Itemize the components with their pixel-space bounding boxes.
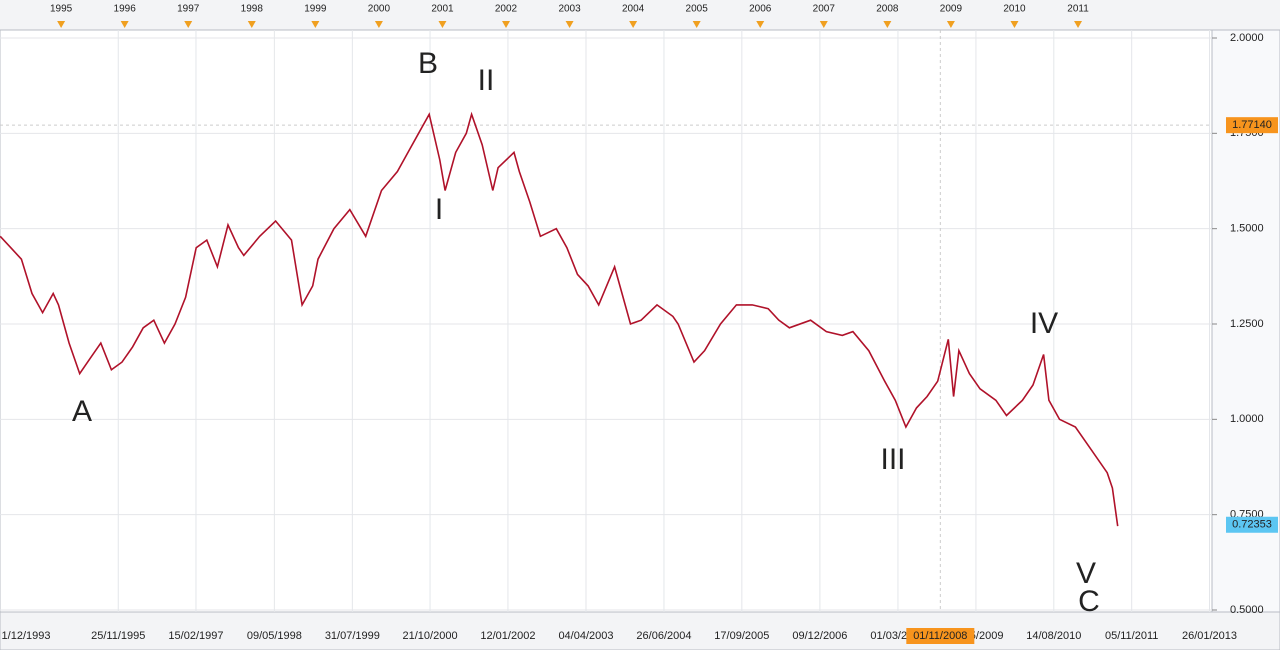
x-tick-label: 04/04/2003 (558, 630, 613, 642)
top-tick-label: 1998 (241, 4, 264, 15)
top-tick-marker (120, 21, 129, 28)
wave-label: B (418, 47, 438, 80)
top-tick-label: 2011 (1067, 4, 1089, 15)
x-tick-label: 14/08/2010 (1026, 630, 1081, 642)
price-marker-label: 0.72353 (1232, 519, 1272, 531)
wave-label: A (72, 395, 92, 428)
y-tick-label: 1.0000 (1230, 413, 1264, 425)
top-tick-marker (629, 21, 638, 28)
x-tick-label: 09/05/1998 (247, 630, 302, 642)
top-tick-marker (883, 21, 892, 28)
top-tick-marker (374, 21, 383, 28)
top-tick-marker (946, 21, 955, 28)
top-tick-marker (1074, 21, 1083, 28)
bottom-axis-strip (0, 611, 1280, 650)
wave-label: III (880, 443, 905, 476)
crosshair-date-box (906, 628, 975, 644)
wave-label: I (435, 193, 443, 226)
wave-label: IV (1030, 307, 1058, 340)
wave-label: C (1078, 585, 1100, 618)
top-tick-marker (184, 21, 193, 28)
wave-label: II (478, 64, 495, 97)
top-tick-label: 2007 (813, 4, 836, 15)
top-tick-label: 2003 (558, 4, 581, 15)
y-tick-label: 2.0000 (1230, 32, 1264, 44)
top-tick-label: 2004 (622, 4, 645, 15)
top-tick-marker (1010, 21, 1019, 28)
top-tick-label: 2006 (749, 4, 772, 15)
top-tick-label: 2002 (495, 4, 518, 15)
top-tick-label: 2010 (1003, 4, 1026, 15)
top-tick-label: 1995 (50, 4, 73, 15)
top-tick-marker (692, 21, 701, 28)
top-tick-marker (57, 21, 66, 28)
top-tick-label: 1999 (304, 4, 327, 15)
top-tick-marker (502, 21, 511, 28)
top-tick-label: 2000 (368, 4, 391, 15)
x-tick-label: 26/01/2013 (1182, 630, 1237, 642)
top-tick-marker (819, 21, 828, 28)
price-marker (1226, 516, 1278, 533)
crosshair-date-label: 01/11/2008 (913, 630, 967, 642)
price-marker (1226, 117, 1278, 134)
x-tick-label: 17/09/2005 (714, 630, 769, 642)
x-tick-label: 21/10/2000 (403, 630, 458, 642)
x-tick-label: 25/11/1995 (91, 630, 145, 642)
top-tick-label: 2008 (876, 4, 899, 15)
top-tick-marker (438, 21, 447, 28)
y-tick-label: 1.5000 (1230, 223, 1264, 235)
x-tick-label: 26/06/2004 (636, 630, 691, 642)
top-tick-marker (247, 21, 256, 28)
x-tick-label: 09/12/2006 (792, 630, 847, 642)
y-tick-label: 1.2500 (1230, 318, 1264, 330)
x-tick-label: 1/12/1993 (2, 630, 51, 642)
price-line-series (0, 111, 1119, 527)
top-tick-marker (311, 21, 320, 28)
top-tick-label: 1997 (177, 4, 200, 15)
top-tick-label: 2001 (431, 4, 454, 15)
y-tick-label: 0.5000 (1230, 604, 1264, 616)
x-tick-label: 12/01/2002 (480, 630, 535, 642)
x-tick-label: 31/07/1999 (325, 630, 380, 642)
x-tick-label: 05/11/2011 (1105, 630, 1158, 642)
price-marker-label: 1.77140 (1232, 119, 1272, 131)
top-tick-marker (565, 21, 574, 28)
top-tick-label: 2009 (940, 4, 963, 15)
top-axis-strip (0, 0, 1280, 30)
x-tick-label: 15/02/1997 (168, 630, 223, 642)
wave-label: V (1076, 557, 1096, 590)
top-tick-label: 1996 (114, 4, 137, 15)
top-tick-label: 2005 (686, 4, 709, 15)
top-tick-marker (756, 21, 765, 28)
